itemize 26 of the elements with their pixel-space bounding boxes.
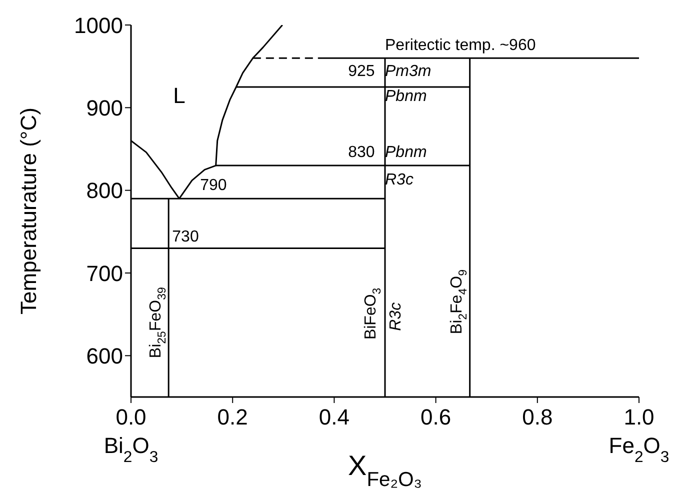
y-tick-label: 800	[86, 178, 123, 204]
x-tick-label: 1.0	[624, 404, 654, 430]
x-tick-label: 0.0	[116, 404, 146, 430]
annotation: Peritectic temp. ~960	[385, 37, 536, 54]
y-tick-label: 700	[86, 260, 123, 286]
x-tick-label: 0.4	[318, 404, 350, 430]
x-axis-title: X$_{Fe₂O₃}$	[348, 450, 422, 491]
y-axis-title: Temperaturature (°C)	[16, 108, 41, 314]
text: Fe$_{2}$O$_{3}$	[608, 433, 670, 466]
annotation: 730	[172, 228, 199, 246]
annotation: 830	[348, 144, 375, 162]
annotation: Pbnm	[385, 144, 427, 162]
x-tick-label: 0.6	[420, 404, 452, 430]
y-tick-label: 1000	[74, 12, 123, 38]
x-tick-label: 0.8	[522, 404, 553, 430]
x-tick-label: 0.2	[217, 404, 248, 430]
y-tick-label: 600	[86, 343, 123, 368]
y-tick-label: 900	[86, 95, 123, 120]
annotation: 790	[200, 177, 227, 194]
annotation: R3c	[388, 302, 405, 331]
annotation: Pm3m	[385, 63, 432, 80]
annotation: R3c	[385, 172, 414, 189]
annotation: 925	[348, 63, 375, 80]
text: Bi$_{2}$O$_{3}$	[104, 433, 158, 466]
annotation: L	[173, 82, 186, 108]
annotation: Pbnm	[385, 88, 427, 106]
